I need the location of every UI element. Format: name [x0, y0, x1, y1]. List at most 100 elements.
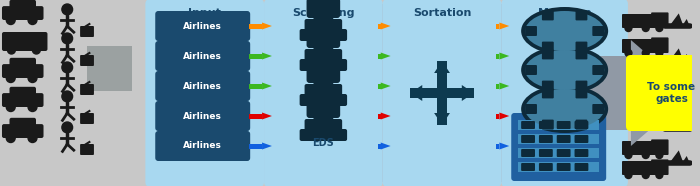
Circle shape: [625, 25, 632, 31]
FancyBboxPatch shape: [304, 49, 342, 65]
FancyBboxPatch shape: [307, 63, 340, 83]
Bar: [378, 84, 381, 89]
FancyBboxPatch shape: [314, 111, 333, 125]
FancyBboxPatch shape: [521, 149, 535, 157]
Text: Input: Input: [188, 8, 221, 18]
Bar: [496, 113, 499, 118]
Circle shape: [6, 73, 15, 83]
Polygon shape: [381, 83, 391, 89]
Ellipse shape: [525, 50, 604, 90]
Polygon shape: [682, 19, 690, 26]
Text: Make-up: Make-up: [538, 8, 592, 18]
FancyBboxPatch shape: [80, 113, 94, 124]
FancyBboxPatch shape: [539, 135, 553, 143]
Polygon shape: [669, 13, 683, 26]
FancyBboxPatch shape: [542, 88, 554, 98]
Circle shape: [643, 25, 649, 31]
Bar: [496, 84, 499, 89]
FancyBboxPatch shape: [575, 120, 587, 130]
Text: Airlines: Airlines: [183, 22, 222, 31]
FancyBboxPatch shape: [521, 121, 535, 129]
Bar: [518, 148, 599, 158]
FancyBboxPatch shape: [575, 149, 589, 157]
Text: Airlines: Airlines: [183, 52, 222, 60]
Bar: [437, 61, 447, 125]
FancyBboxPatch shape: [383, 0, 501, 186]
Circle shape: [28, 134, 37, 142]
Bar: [496, 54, 499, 59]
Ellipse shape: [525, 11, 604, 51]
FancyBboxPatch shape: [146, 0, 264, 186]
Polygon shape: [669, 81, 683, 94]
FancyBboxPatch shape: [80, 144, 94, 155]
FancyBboxPatch shape: [542, 120, 554, 130]
Circle shape: [62, 4, 73, 15]
FancyBboxPatch shape: [521, 135, 535, 143]
Circle shape: [28, 102, 37, 111]
FancyBboxPatch shape: [651, 37, 668, 53]
FancyBboxPatch shape: [539, 121, 553, 129]
Bar: [249, 54, 262, 59]
FancyBboxPatch shape: [622, 39, 654, 53]
Bar: [87, 46, 132, 91]
FancyBboxPatch shape: [542, 81, 554, 91]
FancyBboxPatch shape: [622, 161, 654, 175]
FancyBboxPatch shape: [2, 124, 43, 138]
Circle shape: [62, 33, 73, 44]
Ellipse shape: [525, 89, 604, 129]
FancyBboxPatch shape: [539, 163, 553, 171]
FancyBboxPatch shape: [307, 98, 340, 118]
Circle shape: [656, 152, 663, 158]
Circle shape: [643, 171, 649, 179]
FancyBboxPatch shape: [525, 104, 537, 114]
Polygon shape: [669, 116, 683, 129]
FancyBboxPatch shape: [314, 11, 333, 25]
Ellipse shape: [521, 46, 608, 94]
FancyBboxPatch shape: [575, 121, 589, 129]
Circle shape: [28, 73, 37, 83]
FancyBboxPatch shape: [307, 0, 340, 18]
Bar: [249, 144, 262, 148]
FancyBboxPatch shape: [556, 121, 570, 129]
FancyBboxPatch shape: [592, 26, 604, 36]
Polygon shape: [682, 122, 690, 129]
FancyBboxPatch shape: [511, 113, 606, 181]
Text: Airlines: Airlines: [183, 81, 222, 91]
Circle shape: [643, 152, 649, 158]
FancyBboxPatch shape: [300, 94, 347, 106]
FancyBboxPatch shape: [575, 42, 587, 52]
Circle shape: [643, 49, 649, 57]
FancyBboxPatch shape: [10, 87, 36, 99]
Bar: [518, 120, 599, 130]
Bar: [378, 113, 381, 118]
Polygon shape: [381, 113, 391, 119]
FancyBboxPatch shape: [300, 29, 347, 41]
FancyBboxPatch shape: [651, 139, 668, 155]
Bar: [249, 23, 262, 28]
FancyBboxPatch shape: [501, 0, 628, 186]
Circle shape: [6, 134, 15, 142]
Bar: [496, 23, 499, 28]
FancyBboxPatch shape: [2, 64, 43, 78]
FancyBboxPatch shape: [542, 10, 554, 20]
Circle shape: [32, 46, 41, 54]
Bar: [518, 134, 599, 144]
FancyBboxPatch shape: [10, 58, 36, 70]
Polygon shape: [682, 54, 690, 61]
FancyBboxPatch shape: [304, 84, 342, 100]
Circle shape: [62, 62, 73, 73]
FancyBboxPatch shape: [304, 119, 342, 135]
FancyBboxPatch shape: [155, 101, 250, 131]
Polygon shape: [381, 23, 391, 30]
FancyBboxPatch shape: [10, 118, 36, 130]
Ellipse shape: [521, 85, 608, 133]
Polygon shape: [434, 61, 450, 73]
FancyBboxPatch shape: [307, 28, 340, 48]
FancyBboxPatch shape: [539, 149, 553, 157]
FancyBboxPatch shape: [155, 71, 250, 101]
Text: Airlines: Airlines: [183, 142, 222, 150]
Bar: [378, 54, 381, 59]
FancyBboxPatch shape: [2, 93, 43, 107]
Text: Sortation: Sortation: [413, 8, 471, 18]
Bar: [249, 113, 262, 118]
